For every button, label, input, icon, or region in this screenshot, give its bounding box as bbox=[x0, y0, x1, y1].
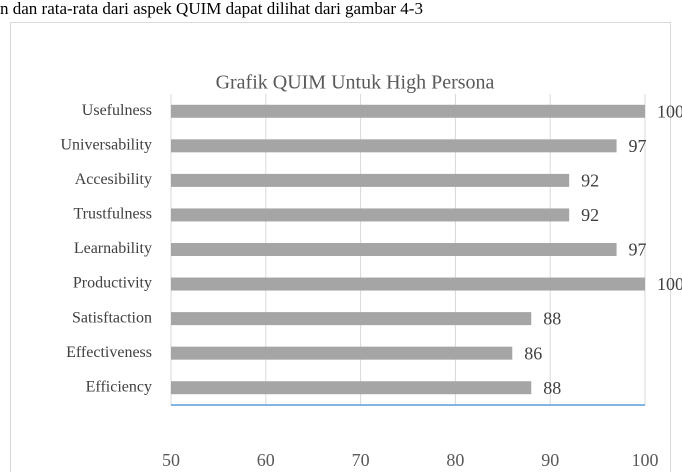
bar bbox=[171, 243, 617, 256]
value-label: 86 bbox=[524, 343, 542, 363]
value-label: 97 bbox=[629, 136, 647, 156]
x-tick-label: 60 bbox=[257, 450, 275, 470]
bar bbox=[171, 346, 513, 360]
x-tick-label: 80 bbox=[446, 450, 464, 470]
x-tick-label: 50 bbox=[162, 450, 180, 470]
document-text: n dan rata-rata dari aspek QUIM dapat di… bbox=[0, 0, 423, 18]
chart-border bbox=[10, 22, 671, 472]
bar bbox=[171, 139, 617, 153]
chart-title: Grafik QUIM Untuk High Persona bbox=[216, 72, 495, 94]
y-tick-label: Usefulness bbox=[82, 102, 152, 119]
bar bbox=[171, 208, 570, 222]
value-label: 92 bbox=[581, 171, 599, 191]
y-tick-label: Universability bbox=[60, 137, 152, 154]
value-label: 88 bbox=[543, 378, 561, 398]
y-tick-label: Accesibility bbox=[75, 171, 152, 188]
bar bbox=[171, 312, 532, 326]
x-tick-label: 100 bbox=[632, 450, 659, 470]
y-tick-label: Trustfulness bbox=[73, 206, 152, 223]
y-tick-label: Satisftaction bbox=[72, 309, 152, 326]
y-tick-label: Effectiveness bbox=[66, 344, 152, 361]
value-label: 100 bbox=[657, 101, 682, 121]
bar bbox=[171, 104, 645, 118]
y-tick-label: Efficiency bbox=[86, 378, 152, 395]
y-tick-label: Productivity bbox=[73, 275, 152, 292]
bar bbox=[171, 173, 570, 187]
value-label: 97 bbox=[629, 240, 647, 260]
value-label: 92 bbox=[581, 205, 599, 225]
x-tick-label: 90 bbox=[541, 450, 559, 470]
value-label: 100 bbox=[657, 274, 682, 294]
x-tick-label: 70 bbox=[352, 450, 370, 470]
value-label: 88 bbox=[543, 309, 561, 329]
bar bbox=[171, 381, 532, 395]
bar bbox=[171, 277, 645, 291]
y-tick-label: Learnability bbox=[74, 240, 152, 257]
